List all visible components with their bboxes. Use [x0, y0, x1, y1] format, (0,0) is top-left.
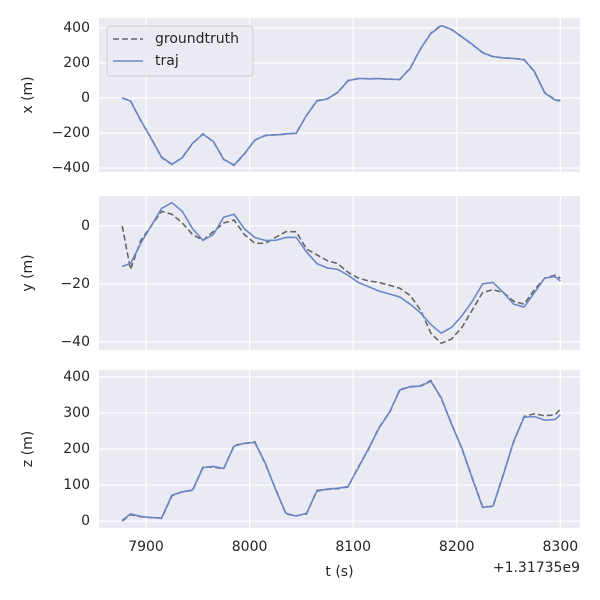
y-tick-label: 200 — [63, 55, 90, 71]
y-tick-label: 200 — [63, 441, 90, 457]
legend-box — [106, 25, 254, 77]
x-tick-label: 8000 — [232, 539, 268, 555]
plot-background — [99, 196, 580, 350]
series-line — [121, 380, 561, 522]
y-tick-label: 400 — [63, 20, 90, 36]
legend-label: groundtruth — [155, 31, 239, 47]
x-tick-label: 8100 — [335, 539, 371, 555]
y-tick-label: 0 — [81, 90, 90, 106]
y-tick-label: 400 — [63, 369, 90, 385]
x-tick-label: 8300 — [543, 539, 579, 555]
x-tick-label: 8200 — [439, 539, 475, 555]
y-tick-label: −400 — [52, 160, 90, 176]
y-axis-label: y (m) — [20, 254, 36, 291]
x-tick-label: 7900 — [128, 539, 164, 555]
y-axis-label: z (m) — [20, 431, 36, 467]
series-line — [121, 24, 561, 166]
series-group — [121, 201, 561, 345]
y-tick-label: 100 — [63, 477, 90, 493]
x-offset-label: +1.31735e9 — [493, 560, 580, 576]
y-tick-label: 0 — [81, 513, 90, 529]
series-line — [121, 210, 561, 345]
y-tick-label: 300 — [63, 405, 90, 421]
x-axis-label: t (s) — [325, 564, 353, 580]
legend-label: traj — [155, 53, 179, 69]
y-axis-label: x (m) — [20, 76, 36, 113]
y-tick-label: 0 — [81, 218, 90, 234]
y-tick-label: −40 — [60, 334, 90, 350]
series-group — [121, 379, 561, 522]
series-group — [121, 24, 561, 167]
y-tick-label: −200 — [52, 125, 90, 141]
y-tick-label: −20 — [60, 276, 90, 292]
series-line — [121, 201, 561, 335]
